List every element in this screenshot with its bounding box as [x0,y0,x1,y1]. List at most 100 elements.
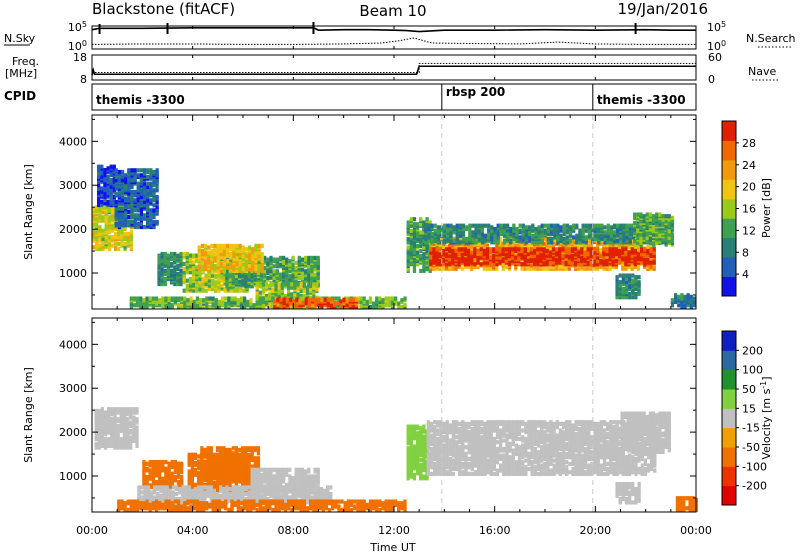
data-cell [433,223,437,228]
data-cell [612,223,617,228]
data-cell [621,264,625,270]
data-cell [667,214,671,219]
data-cell [625,238,629,243]
data-cell [220,278,224,283]
data-cell [142,213,147,218]
data-cell [146,198,150,203]
data-cell [673,293,678,298]
data-cell [441,257,446,262]
data-cell [419,237,423,242]
data-cell [302,293,306,299]
data-cell [633,257,637,262]
data-cell [326,301,330,306]
data-cell [473,247,477,252]
data-cell [266,257,270,262]
data-cell [438,258,442,264]
data-cell [332,301,337,306]
data-cell [439,228,444,233]
data-cell [505,223,510,228]
data-cell [570,243,574,248]
data-cell [504,264,508,270]
data-cell [315,282,319,287]
data-cell [448,244,452,250]
data-cell [230,296,234,301]
data-cell [295,297,299,302]
data-cell [473,250,477,255]
data-cell [498,247,502,252]
data-cell [461,223,466,228]
data-cell [146,184,150,190]
data-cell [296,292,300,297]
data-cell [558,241,562,246]
data-cell [507,247,512,252]
data-cell [272,257,276,262]
data-cell [95,205,99,210]
data-cell [339,304,343,309]
data-cell [299,288,303,294]
data-cell [238,252,242,257]
data-cell [573,260,578,265]
data-cell [648,217,653,222]
data-cell [296,302,300,307]
data-cell [476,258,480,264]
data-cell [517,247,521,252]
data-cell [278,275,283,281]
data-cell [157,263,161,268]
data-cell [295,304,299,309]
data-cell [470,243,474,248]
data-cell [149,214,153,220]
data-cell [502,238,507,243]
data-cell [123,245,127,250]
data-cell [351,304,356,309]
data-cell [390,296,395,301]
data-cell [249,298,253,303]
data-cell [476,255,480,260]
data-cell [633,220,637,225]
data-cell [637,280,641,285]
data-cell [210,257,214,262]
data-cell [517,241,521,246]
data-cell [269,280,273,286]
data-cell [157,278,161,283]
data-cell [645,235,649,241]
data-cell [359,304,363,309]
data-cell [101,236,105,242]
data-cell [216,257,220,262]
data-cell [621,247,625,252]
data-cell [145,296,149,301]
data-cell [133,171,137,176]
data-cell [575,233,579,238]
data-cell [628,283,632,288]
data-cell [594,236,598,242]
data-cell [416,243,420,248]
data-cell [237,272,242,277]
data-cell [282,297,286,302]
data-cell [443,223,447,228]
data-cell [265,282,269,287]
data-cell [470,258,474,264]
data-cell [252,303,256,308]
data-cell [176,296,181,301]
data-cell [104,220,108,225]
data-cell [397,301,401,306]
data-cell [149,181,153,186]
data-cell [114,231,118,237]
data-cell [470,250,474,255]
data-cell [680,304,684,309]
data-cell [167,296,171,301]
data-cell [299,296,303,301]
data-cell [226,265,230,270]
data-cell [368,304,373,309]
data-cell [236,298,240,303]
data-cell [438,252,442,257]
data-cell [599,253,603,259]
data-cell [498,252,502,257]
data-cell [280,288,284,294]
data-cell [562,223,566,228]
data-cell [110,208,115,213]
data-cell [430,223,434,228]
data-cell [307,301,312,306]
data-cell [238,267,242,272]
